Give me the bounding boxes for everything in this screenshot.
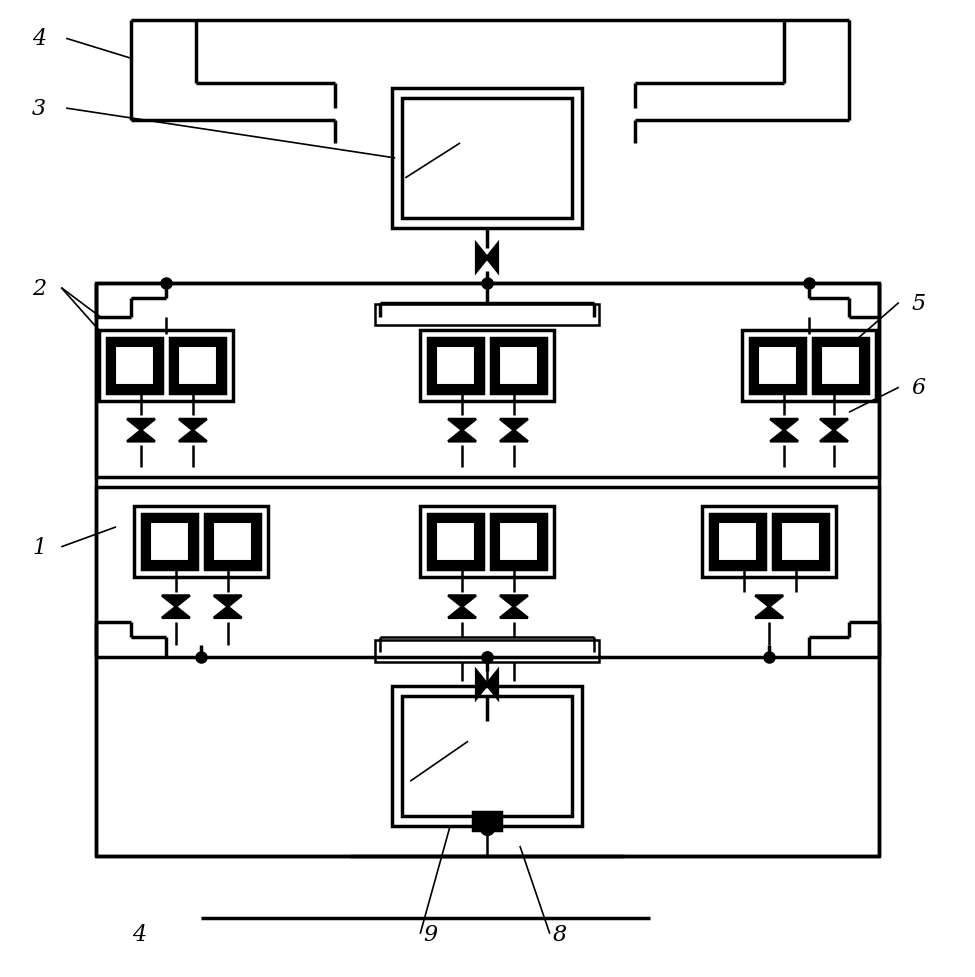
Bar xyxy=(150,523,189,562)
Bar xyxy=(420,330,554,402)
Bar xyxy=(177,347,216,385)
Polygon shape xyxy=(756,596,783,607)
Bar xyxy=(781,523,820,562)
Bar xyxy=(759,347,798,385)
Bar xyxy=(499,523,538,562)
Bar xyxy=(702,507,836,577)
Polygon shape xyxy=(448,607,476,618)
Text: 4: 4 xyxy=(132,923,146,945)
Text: 6: 6 xyxy=(912,377,926,399)
Bar xyxy=(420,507,554,577)
Bar xyxy=(773,515,828,570)
Polygon shape xyxy=(477,672,487,698)
Bar xyxy=(134,507,267,577)
Polygon shape xyxy=(487,245,497,272)
Polygon shape xyxy=(178,419,207,431)
Text: 3: 3 xyxy=(32,98,47,120)
Polygon shape xyxy=(820,431,848,442)
Polygon shape xyxy=(448,596,476,607)
Polygon shape xyxy=(448,419,476,431)
Text: 8: 8 xyxy=(553,923,566,945)
Bar xyxy=(97,488,878,856)
Bar xyxy=(491,339,546,394)
Text: 1: 1 xyxy=(32,536,47,558)
Bar xyxy=(392,89,582,229)
Bar xyxy=(99,330,233,402)
Polygon shape xyxy=(770,419,799,431)
Bar xyxy=(436,347,475,385)
Bar xyxy=(392,687,582,827)
Bar xyxy=(711,515,765,570)
Polygon shape xyxy=(770,431,799,442)
Polygon shape xyxy=(127,431,155,442)
Polygon shape xyxy=(178,431,207,442)
Text: 5: 5 xyxy=(912,292,926,315)
Polygon shape xyxy=(214,596,242,607)
Polygon shape xyxy=(214,607,242,618)
Polygon shape xyxy=(500,607,527,618)
Bar xyxy=(428,339,483,394)
Polygon shape xyxy=(820,419,848,431)
Bar xyxy=(473,812,501,830)
Polygon shape xyxy=(756,607,783,618)
Polygon shape xyxy=(162,596,190,607)
Bar xyxy=(742,330,876,402)
Bar xyxy=(491,515,546,570)
Bar xyxy=(375,304,599,326)
Polygon shape xyxy=(127,419,155,431)
Text: 9: 9 xyxy=(423,923,437,945)
Bar xyxy=(428,515,483,570)
Bar xyxy=(375,640,599,661)
Bar xyxy=(436,523,475,562)
Polygon shape xyxy=(500,419,527,431)
Bar xyxy=(115,347,154,385)
Bar xyxy=(813,339,868,394)
Polygon shape xyxy=(477,245,487,272)
Bar xyxy=(170,339,225,394)
Bar xyxy=(205,515,259,570)
Text: 2: 2 xyxy=(32,277,47,299)
Bar xyxy=(107,339,162,394)
Bar xyxy=(821,347,860,385)
Bar xyxy=(499,347,538,385)
Polygon shape xyxy=(162,607,190,618)
Bar xyxy=(142,515,197,570)
Polygon shape xyxy=(500,431,527,442)
Bar xyxy=(97,283,878,478)
Polygon shape xyxy=(448,431,476,442)
Polygon shape xyxy=(500,596,527,607)
Bar xyxy=(750,339,805,394)
Text: 4: 4 xyxy=(32,28,47,50)
Bar xyxy=(213,523,252,562)
Bar xyxy=(719,523,758,562)
Bar xyxy=(403,99,571,219)
Bar xyxy=(403,697,571,816)
Polygon shape xyxy=(487,672,497,698)
